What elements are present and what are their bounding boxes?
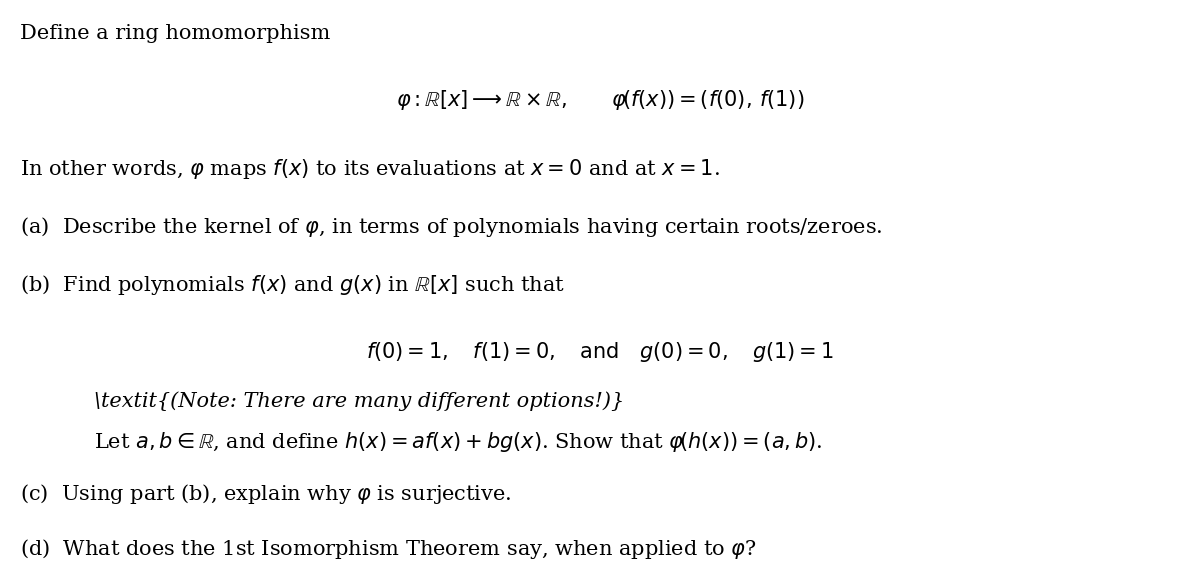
- Text: (d)  What does the 1st Isomorphism Theorem say, when applied to $\varphi$?: (d) What does the 1st Isomorphism Theore…: [19, 537, 756, 561]
- Text: (c)  Using part (b), explain why $\varphi$ is surjective.: (c) Using part (b), explain why $\varphi…: [19, 482, 511, 506]
- Text: $f(0) = 1, \quad f(1) = 0, \quad \text{and} \quad g(0) = 0, \quad g(1) = 1$: $f(0) = 1, \quad f(1) = 0, \quad \text{a…: [366, 340, 834, 364]
- Text: \textit{(Note: There are many different options!)}: \textit{(Note: There are many different …: [94, 392, 624, 411]
- Text: Let $a, b \in \mathbb{R}$, and define $h(x) = af(x) + bg(x)$. Show that $\varphi: Let $a, b \in \mathbb{R}$, and define $h…: [94, 430, 822, 454]
- Text: In other words, $\varphi$ maps $f(x)$ to its evaluations at $x = 0$ and at $x = : In other words, $\varphi$ maps $f(x)$ to…: [19, 158, 720, 181]
- Text: (b)  Find polynomials $f(x)$ and $g(x)$ in $\mathbb{R}[x]$ such that: (b) Find polynomials $f(x)$ and $g(x)$ i…: [19, 273, 564, 298]
- Text: (a)  Describe the kernel of $\varphi$, in terms of polynomials having certain ro: (a) Describe the kernel of $\varphi$, in…: [19, 215, 882, 239]
- Text: $\varphi : \mathbb{R}[x] \longrightarrow \mathbb{R} \times \mathbb{R}, \qquad \v: $\varphi : \mathbb{R}[x] \longrightarrow…: [396, 88, 804, 112]
- Text: Define a ring homomorphism: Define a ring homomorphism: [19, 24, 330, 43]
